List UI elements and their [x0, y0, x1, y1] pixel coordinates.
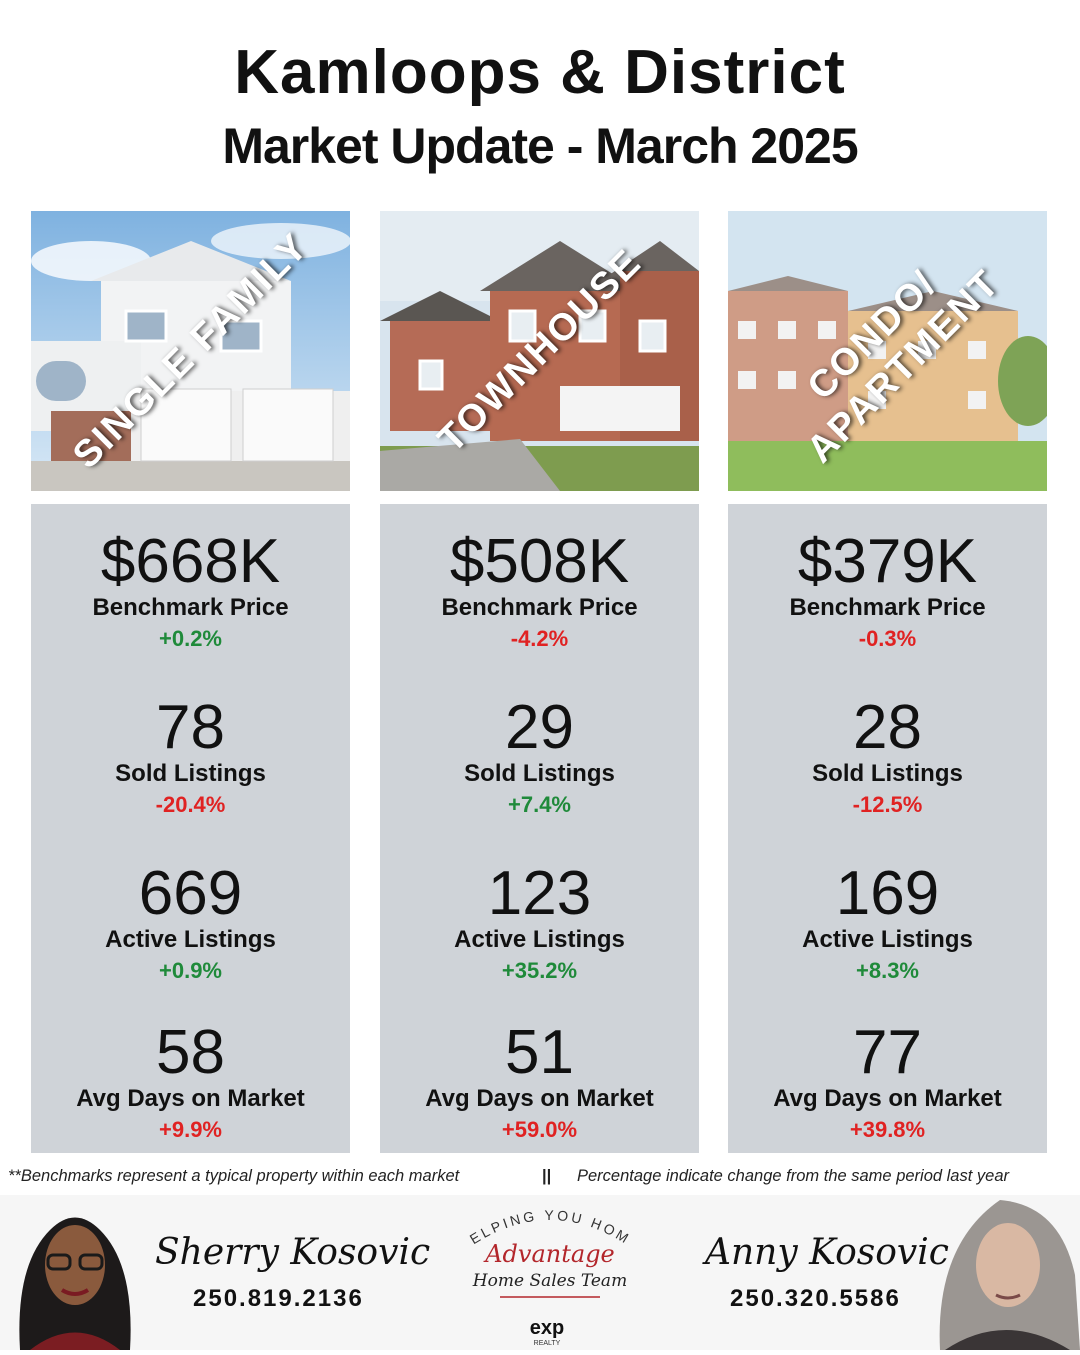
- active-change: +0.9%: [159, 958, 222, 983]
- logo-brokerage-sub: REALTY: [534, 1340, 561, 1347]
- benchmark-label: Benchmark Price: [789, 594, 986, 621]
- benchmark-stat: $668K Benchmark Price +0.2%: [31, 530, 350, 653]
- page-subtitle: Market Update - March 2025: [222, 118, 858, 174]
- logo-line1: Advantage: [483, 1240, 615, 1268]
- agent-anny-avatar: [939, 1200, 1080, 1350]
- sold-stat: 78 Sold Listings -20.4%: [31, 696, 350, 819]
- benchmark-label: Benchmark Price: [92, 594, 289, 621]
- benchmark-value: $508K: [449, 527, 630, 596]
- condo-stats: $379K Benchmark Price -0.3% 28 Sold List…: [728, 504, 1047, 1153]
- townhouse-stats: $508K Benchmark Price -4.2% 29 Sold List…: [380, 504, 699, 1153]
- sold-value: 29: [505, 693, 574, 762]
- agent-anny-name: Anny Kosovic: [705, 1232, 949, 1273]
- days-stat: 51 Avg Days on Market +59.0%: [380, 1021, 699, 1144]
- days-change: +59.0%: [501, 1117, 578, 1142]
- condo-apartment-image: [728, 211, 1047, 491]
- footnote-separator: ||: [542, 1167, 552, 1185]
- days-stat: 58 Avg Days on Market +9.9%: [31, 1021, 350, 1144]
- agent-sherry-name: Sherry Kosovic: [155, 1232, 431, 1273]
- days-value: 51: [505, 1018, 574, 1087]
- townhouse-image: [380, 211, 699, 491]
- sold-value: 28: [853, 693, 922, 762]
- logo-line2: Home Sales Team: [472, 1271, 627, 1291]
- footnote-benchmark: **Benchmarks represent a typical propert…: [8, 1167, 460, 1185]
- single-family-stats: $668K Benchmark Price +0.2% 78 Sold List…: [31, 504, 350, 1153]
- sold-label: Sold Listings: [115, 760, 266, 787]
- team-logo-graphic: HELPING YOU HOME Advantage Home Sales Te…: [448, 1187, 630, 1347]
- sold-stat: 29 Sold Listings +7.4%: [380, 696, 699, 819]
- footnote-percentage: Percentage indicate change from the same…: [577, 1167, 1009, 1185]
- sold-stat: 28 Sold Listings -12.5%: [728, 696, 1047, 819]
- days-value: 58: [156, 1018, 225, 1087]
- days-label: Avg Days on Market: [76, 1085, 305, 1112]
- benchmark-change: -4.2%: [510, 626, 569, 651]
- sold-label: Sold Listings: [464, 760, 615, 787]
- active-change: +8.3%: [856, 958, 919, 983]
- sold-value: 78: [156, 693, 225, 762]
- active-change: +35.2%: [501, 958, 578, 983]
- townhouse-photo: TOWNHOUSE: [380, 211, 699, 491]
- days-change: +39.8%: [849, 1117, 926, 1142]
- active-value: 123: [487, 859, 592, 928]
- active-stat: 169 Active Listings +8.3%: [728, 862, 1047, 985]
- active-stat: 123 Active Listings +35.2%: [380, 862, 699, 985]
- agent-anny-phone[interactable]: 250.320.5586: [730, 1285, 901, 1312]
- benchmark-stat: $508K Benchmark Price -4.2%: [380, 530, 699, 653]
- benchmark-change: -0.3%: [858, 626, 917, 651]
- single-family-photo: SINGLE FAMILY: [31, 211, 350, 491]
- days-label: Avg Days on Market: [425, 1085, 654, 1112]
- days-label: Avg Days on Market: [773, 1085, 1002, 1112]
- logo-brokerage: exp: [530, 1317, 564, 1339]
- footer: [0, 1195, 1080, 1350]
- days-change: +9.9%: [159, 1117, 222, 1142]
- days-stat: 77 Avg Days on Market +39.8%: [728, 1021, 1047, 1144]
- agent-sherry-phone[interactable]: 250.819.2136: [193, 1285, 364, 1312]
- sold-change: -20.4%: [155, 792, 226, 817]
- active-value: 169: [835, 859, 940, 928]
- benchmark-stat: $379K Benchmark Price -0.3%: [728, 530, 1047, 653]
- sold-change: +7.4%: [508, 792, 571, 817]
- benchmark-value: $668K: [100, 527, 281, 596]
- sold-label: Sold Listings: [812, 760, 963, 787]
- page-title: Kamloops & District: [234, 38, 846, 107]
- benchmark-value: $379K: [797, 527, 978, 596]
- active-stat: 669 Active Listings +0.9%: [31, 862, 350, 985]
- agent-sherry-avatar: [19, 1217, 131, 1350]
- active-label: Active Listings: [105, 926, 276, 953]
- benchmark-label: Benchmark Price: [441, 594, 638, 621]
- benchmark-change: +0.2%: [159, 626, 222, 651]
- active-label: Active Listings: [454, 926, 625, 953]
- sold-change: -12.5%: [852, 792, 923, 817]
- active-value: 669: [138, 859, 243, 928]
- days-value: 77: [853, 1018, 922, 1087]
- condo-photo: CONDO/ APARTMENT: [728, 211, 1047, 491]
- single-family-house-image: [31, 211, 350, 491]
- team-logo: HELPING YOU HOME Advantage Home Sales Te…: [448, 1187, 645, 1350]
- active-label: Active Listings: [802, 926, 973, 953]
